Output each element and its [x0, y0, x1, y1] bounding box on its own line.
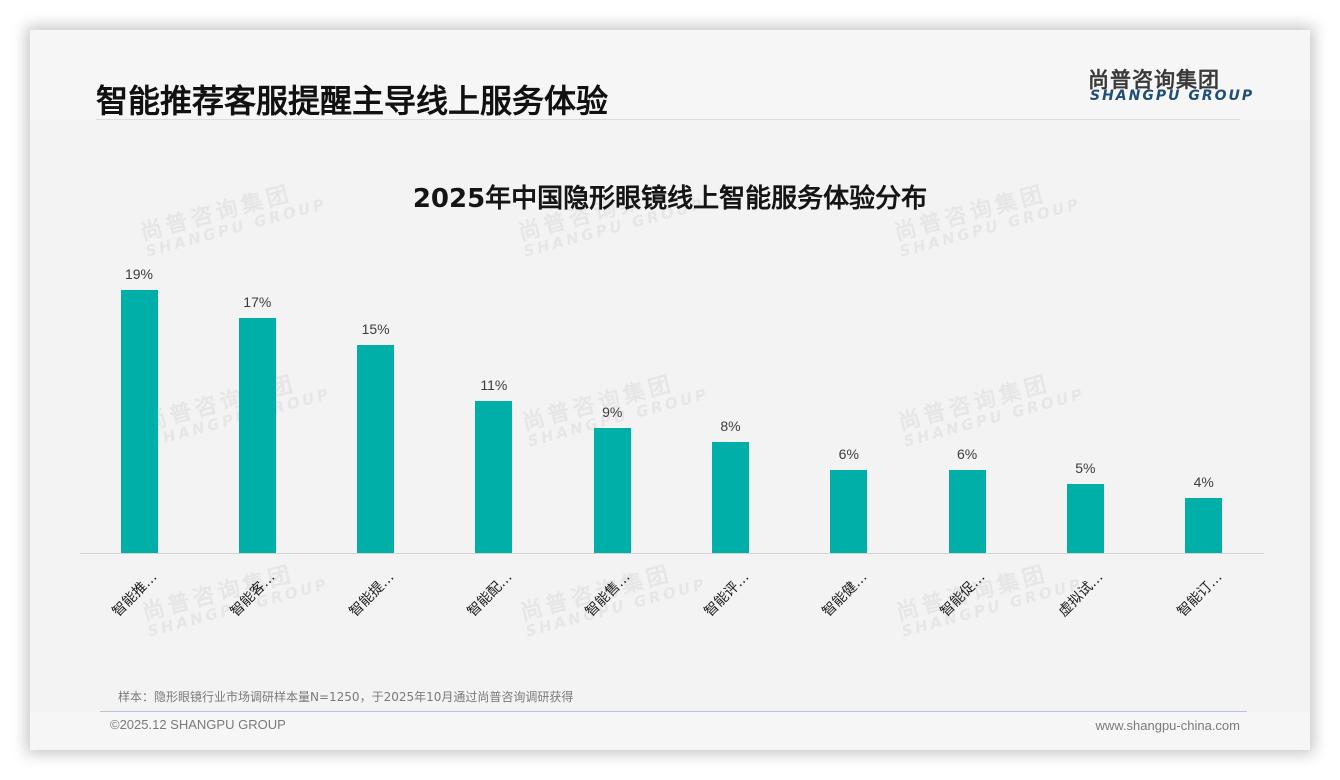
data-label: 6%: [956, 445, 978, 462]
bar: [1185, 497, 1223, 553]
bar: [712, 442, 749, 553]
data-label: 17%: [243, 293, 272, 310]
x-axis-line: [80, 553, 1264, 554]
x-axis-category-label: 虚拟试…: [1055, 569, 1107, 621]
x-axis-category-label: 智能订…: [1174, 569, 1226, 621]
slide: 尚普咨询集团 SHANGPU GROUP 尚普咨询集团 SHANGPU GROUP …: [30, 30, 1310, 750]
bar: [120, 290, 158, 553]
chart-title: 2025年中国隐形眼镜线上智能服务体验分布: [412, 184, 928, 214]
data-label: 4%: [1193, 473, 1214, 490]
bar: [357, 345, 395, 553]
data-label: 8%: [720, 418, 741, 435]
bar: [475, 400, 513, 553]
data-label: 15%: [361, 321, 390, 338]
x-axis-category-label: 智能售…: [582, 569, 634, 621]
logo-chinese: 尚普咨询集团: [1088, 68, 1220, 92]
data-label: 9%: [602, 404, 623, 421]
x-axis-category-label: 智能促…: [937, 569, 989, 621]
data-label: 5%: [1075, 459, 1096, 476]
header-band: [30, 30, 1310, 120]
page-title: 智能推荐客服提醒主导线上服务体验: [96, 82, 609, 120]
x-axis-category-label: 智能评…: [701, 569, 752, 621]
title-divider: [96, 119, 1240, 120]
website-link[interactable]: www.shangpu-china.com: [1095, 718, 1240, 733]
copyright: ©2025.12 SHANGPU GROUP: [110, 717, 286, 732]
bar: [948, 469, 986, 553]
x-axis-category-label: 智能健…: [819, 569, 871, 621]
x-axis-category-label: 智能提…: [346, 569, 398, 621]
data-label: 11%: [480, 376, 508, 393]
bar-chart: 19% 智能推… 17% 智能客… 15% 智能提… 11% 智能配… 9% 智能售… 8% 智能评……: [30, 30, 1310, 750]
x-axis-category-label: 智能推…: [109, 569, 161, 621]
logo-english: SHANGPU GROUP: [1090, 88, 1255, 104]
bar: [1066, 483, 1104, 553]
x-axis-category-label: 智能配…: [464, 569, 516, 621]
data-label: 6%: [838, 445, 859, 462]
data-label: 19%: [124, 266, 154, 283]
source-note: 样本：隐形眼镜行业市场调研样本量N=1250，于2025年10月通过尚普咨询调研…: [118, 690, 574, 704]
footer-band: [30, 712, 1310, 750]
footer-divider: [100, 711, 1247, 712]
bar: [593, 428, 631, 553]
bar: [830, 469, 868, 553]
bar: [238, 317, 276, 553]
x-axis-category-label: 智能客…: [227, 569, 279, 621]
